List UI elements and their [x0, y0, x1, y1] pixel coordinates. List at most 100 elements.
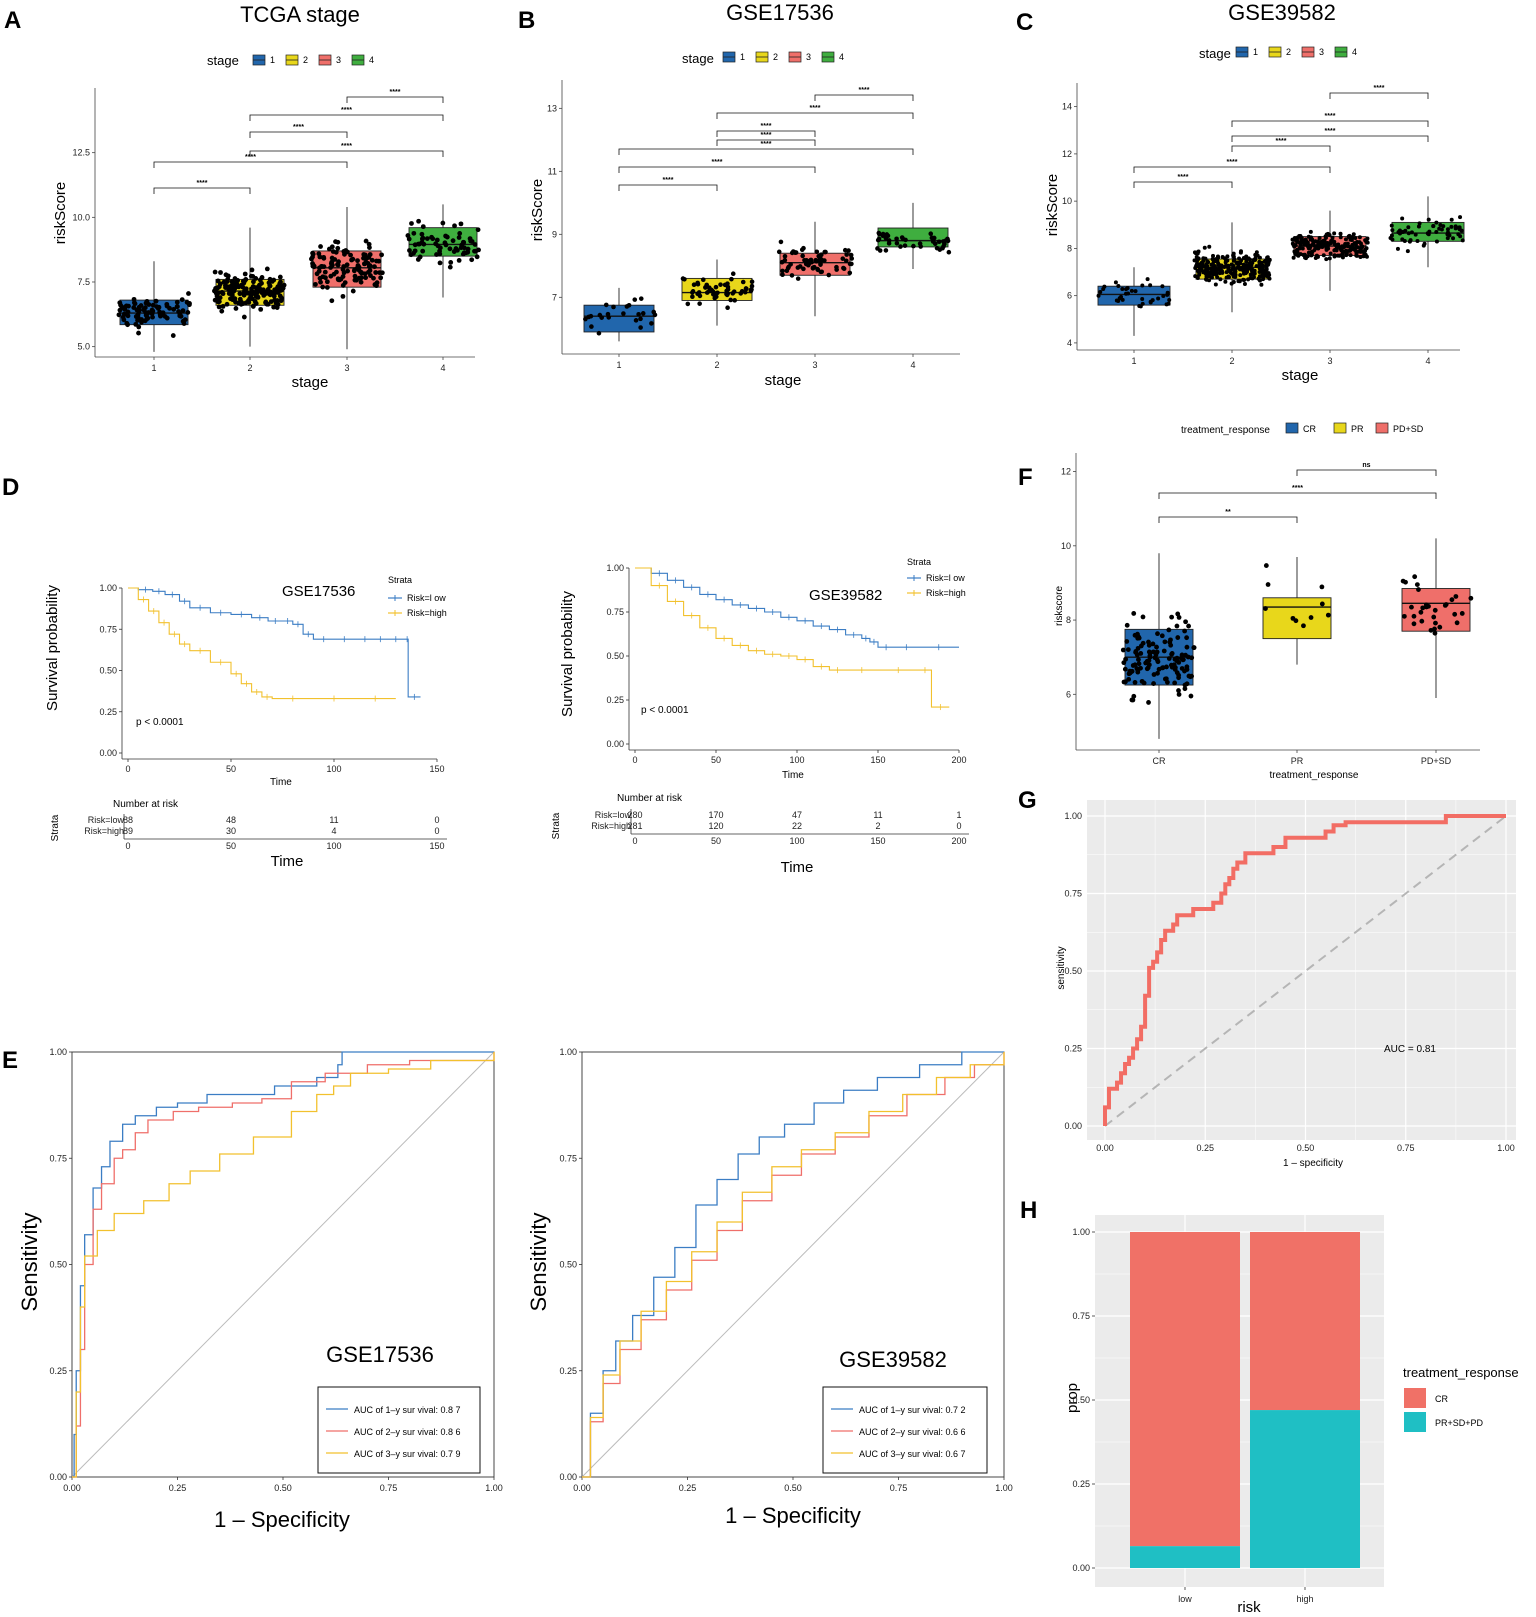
data-point [1298, 234, 1303, 239]
data-point [1456, 232, 1461, 237]
data-point [1151, 681, 1156, 686]
data-point [1242, 281, 1247, 286]
data-point [1147, 650, 1153, 656]
data-point [810, 266, 816, 271]
data-point [1420, 605, 1426, 611]
data-point [420, 248, 426, 254]
data-point [120, 314, 126, 320]
data-point [320, 284, 326, 290]
legend-label: AUC of 1–y sur vival: 0.7 2 [859, 1405, 966, 1415]
data-point [1416, 224, 1421, 229]
data-point [1197, 263, 1202, 268]
x-tick-label: 100 [326, 764, 341, 774]
data-point [1244, 254, 1249, 259]
data-point [1165, 292, 1170, 297]
y-tick-label: 0.25 [606, 695, 624, 705]
x-tick-label: CR [1153, 756, 1166, 766]
bar-segment-cr [1130, 1232, 1240, 1547]
data-point [814, 249, 820, 255]
data-point [229, 283, 235, 288]
roc-curve [582, 1052, 1005, 1478]
x-tick-label: 2 [247, 363, 252, 373]
data-point [467, 236, 473, 242]
y-tick-label: 0.75 [1064, 889, 1082, 899]
data-point [724, 292, 730, 298]
legend-label: CR [1435, 1394, 1448, 1404]
data-point [1226, 275, 1231, 280]
x-tick-label: 0 [125, 764, 130, 774]
panel-d2-strata-label: Strata [551, 812, 562, 839]
risk-cell: 89 [123, 826, 133, 836]
significance-label: **** [293, 124, 304, 131]
data-point [603, 302, 609, 308]
data-point [1445, 236, 1450, 241]
data-point [1396, 230, 1401, 235]
legend-label: 4 [1352, 47, 1357, 57]
x-tick-label: 0.00 [63, 1483, 81, 1493]
data-point [1183, 619, 1188, 625]
data-point [934, 245, 940, 251]
data-point [379, 252, 384, 258]
data-point [596, 330, 602, 336]
data-point [1231, 264, 1236, 269]
data-point [1290, 237, 1295, 242]
legend-label: Risk=high [407, 608, 447, 618]
x-tick-label: 4 [910, 360, 915, 370]
y-tick-label: 0.50 [559, 1260, 577, 1270]
data-point [131, 305, 137, 310]
significance-bracket [249, 131, 348, 138]
data-point [135, 312, 141, 317]
data-point [1291, 255, 1296, 260]
x-tick-label: 150 [870, 755, 885, 765]
data-point [407, 248, 412, 253]
data-point [1267, 276, 1272, 281]
data-point [1124, 639, 1130, 644]
panel-b-y-label: riskScore [529, 179, 546, 242]
y-tick-label: 0.00 [99, 748, 117, 758]
data-point [278, 287, 284, 293]
data-point [319, 263, 324, 269]
data-point [141, 307, 147, 312]
data-point [1133, 289, 1138, 294]
data-point [362, 252, 368, 258]
data-point [898, 244, 903, 249]
data-point [1308, 229, 1313, 234]
data-point [251, 279, 256, 285]
data-point [1136, 661, 1142, 667]
risk-cell: 30 [226, 826, 236, 836]
roc-curve [1103, 814, 1506, 1126]
data-point [1442, 603, 1448, 608]
legend-box [822, 1386, 988, 1474]
y-tick-label: 0.75 [606, 607, 624, 617]
risk-x-tick: 150 [429, 841, 444, 851]
data-point [1237, 279, 1242, 284]
risk-cell: 11 [329, 815, 338, 825]
significance-label: ** [1225, 509, 1231, 516]
km-curve [635, 567, 959, 648]
data-point [340, 274, 346, 279]
data-point [1390, 228, 1395, 233]
data-point [434, 237, 440, 243]
data-point [844, 252, 849, 257]
data-point [1411, 613, 1417, 619]
y-tick-label: 1.00 [1064, 811, 1082, 821]
data-point [1389, 233, 1394, 238]
data-point [732, 298, 738, 303]
data-point [373, 270, 379, 275]
data-point [1351, 232, 1356, 237]
data-point [808, 257, 814, 263]
data-point [250, 290, 256, 296]
data-point [1306, 250, 1311, 255]
data-point [212, 269, 218, 275]
data-point [1159, 665, 1165, 671]
data-point [239, 299, 244, 305]
data-point [421, 241, 427, 247]
data-point [277, 281, 283, 287]
panel-b-legend: 1 2 3 4 [722, 51, 844, 63]
panel-d2-plot: 0.00 0.25 0.50 0.75 1.00 0 50 100 150 200 [606, 563, 966, 765]
data-point [1125, 286, 1130, 291]
data-point [1329, 239, 1334, 244]
data-point [793, 250, 799, 255]
